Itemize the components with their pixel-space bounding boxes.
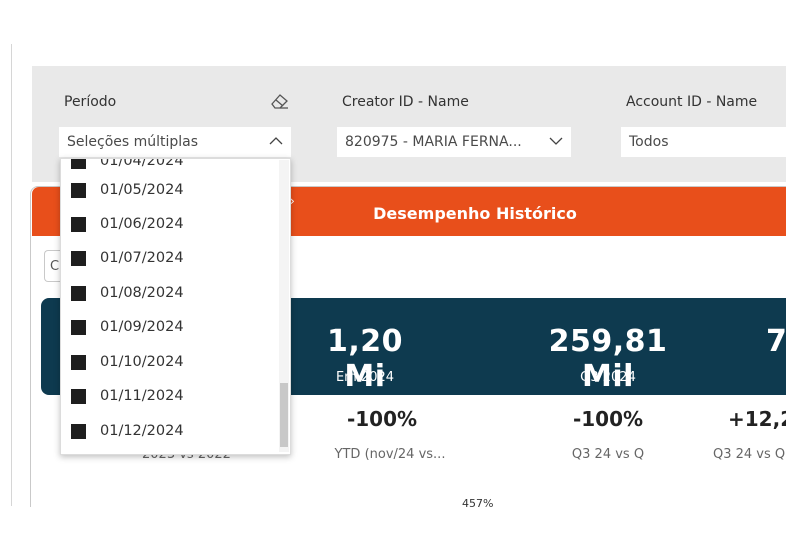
delta-value-4: +12,2 [728,407,786,431]
performance-card [30,186,786,507]
kpi-sub-q3: Q3 2024 [580,370,636,385]
account-dropdown[interactable]: Todos [621,127,786,157]
dropdown-scrollbar-track[interactable] [279,160,289,452]
checkbox-checked-icon [71,159,86,169]
creator-label: Creator ID - Name [342,94,469,110]
delta-value-2: -100% [346,407,418,431]
dropdown-item[interactable]: 01/08/2024 [71,283,184,303]
eraser-icon[interactable] [269,91,291,111]
dropdown-scrollbar-thumb[interactable] [280,383,288,447]
kpi-value-partial: 7, [766,324,786,359]
dropdown-item-partial[interactable]: 01/04/2024 [71,159,184,171]
delta-sub-4: Q3 24 vs Q [713,447,786,462]
account-label: Account ID - Name [626,94,758,110]
checkbox-checked-icon [71,319,86,335]
delta-sub-3: Q3 24 vs Q [571,447,645,462]
kpi-sub-2024: Em 2024 [335,370,395,385]
checkbox-checked-icon [71,285,86,301]
dropdown-item[interactable]: 01/07/2024 [71,248,184,268]
chevron-down-icon [549,137,563,145]
checkbox-checked-icon [71,182,86,198]
dropdown-item[interactable]: 01/06/2024 [71,214,184,234]
periodo-value: Seleções múltiplas [67,134,199,150]
checkbox-checked-icon [71,423,86,439]
periodo-label: Período [64,94,117,110]
dropdown-item[interactable]: 01/12/2024 [71,421,184,441]
delta-value-3: -100% [572,407,644,431]
kpi-value-q3: 259,81 Mil [548,324,668,394]
account-value: Todos [629,134,669,150]
tab-arrow-icon: › [290,194,295,208]
bottom-value-label: 457% [462,497,494,510]
chevron-up-icon [269,137,283,145]
creator-dropdown[interactable]: 820975 - MARIA FERNA... [337,127,571,157]
dropdown-item[interactable]: 01/09/2024 [71,317,184,337]
periodo-dropdown[interactable]: Seleções múltiplas [59,127,291,157]
checkbox-checked-icon [71,216,86,232]
checkbox-checked-icon [71,354,86,370]
checkbox-checked-icon [71,250,86,266]
dropdown-item[interactable]: 01/11/2024 [71,386,184,406]
delta-sub-2: YTD (nov/24 vs... [334,447,446,462]
dropdown-item[interactable]: 01/05/2024 [71,180,184,200]
left-divider [11,44,12,506]
section-title: Desempenho Histórico [373,204,577,223]
side-tab[interactable]: C [44,250,60,282]
periodo-dropdown-list: 01/04/2024 01/05/2024 01/06/2024 01/07/2… [60,158,291,455]
creator-value: 820975 - MARIA FERNA... [345,134,522,150]
checkbox-checked-icon [71,388,86,404]
kpi-value-2024: 1,20 Mi [326,324,404,394]
dropdown-item[interactable]: 01/10/2024 [71,352,184,372]
